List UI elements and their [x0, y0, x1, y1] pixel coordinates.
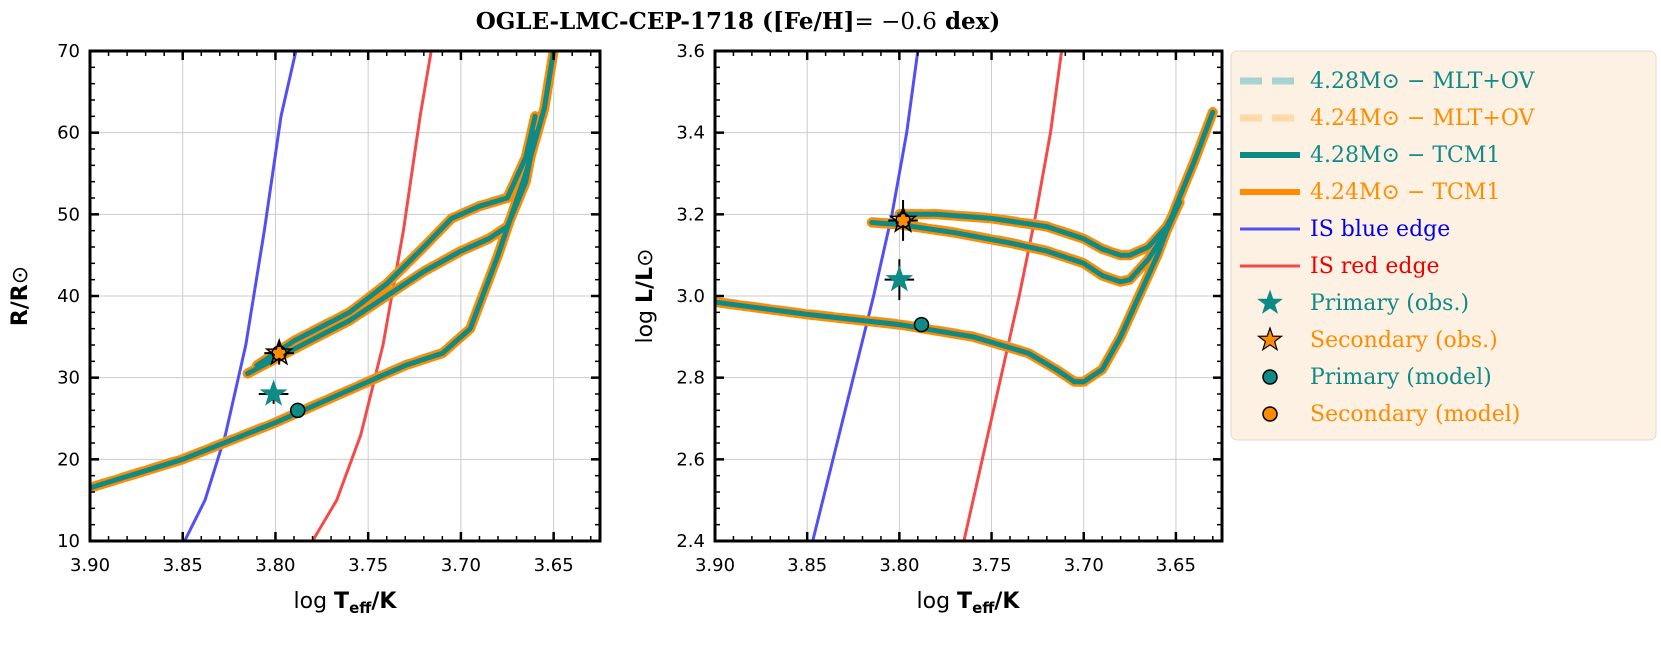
left-x-axis-label: log Teff/K: [294, 589, 398, 617]
legend-label: 4.24M⊙ − TCM1: [1310, 180, 1500, 205]
x-tick-label: 3.90: [70, 555, 110, 576]
radius-panel: 3.90 3.85 3.80 3.75 3.70 3.65 10 20 30 40 50 60 70 R…: [8, 41, 602, 617]
legend-label: 4.28M⊙ − TCM1: [1310, 143, 1500, 168]
evolutionary-track-2: [244, 127, 539, 376]
right-y-axis-label: log L/L⊙: [633, 248, 658, 343]
legend: 4.28M⊙ − MLT+OV 4.24M⊙ − MLT+OV 4.28M⊙ − T…: [1230, 50, 1657, 441]
luminosity-panel: 3.90 3.85 3.80 3.75 3.70 3.65 2.4 2.6 2.8 3.0 3.2 3…: [633, 41, 1224, 617]
right-grid: [714, 50, 1222, 542]
legend-entry: IS red edge: [1240, 254, 1440, 279]
evolutionary-track-1: [90, 51, 557, 491]
primary-obs-star: [885, 265, 914, 292]
right-points: [884, 200, 930, 333]
legend-star-icon: [1257, 289, 1283, 314]
legend-label: Secondary (model): [1310, 402, 1520, 427]
y-tick-label: 3.4: [676, 123, 705, 144]
title-unit: dex): [945, 8, 1000, 35]
legend-entry: 4.24M⊙ − TCM1: [1240, 180, 1500, 205]
right-axes: 3.90 3.85 3.80 3.75 3.70 3.65 2.4 2.6 2.8 3.0 3.2 3…: [676, 41, 1224, 576]
title-name: OGLE-LMC-CEP-1718: [476, 8, 754, 35]
legend-dot-icon: [1262, 369, 1278, 385]
legend-entry: IS blue edge: [1240, 217, 1450, 242]
left-plot-area: [90, 51, 559, 541]
evolutionary-track-2: [869, 199, 1183, 285]
legend-entry: 4.28M⊙ − MLT+OV: [1240, 69, 1535, 94]
x-tick-label: 3.75: [348, 555, 388, 576]
is-red-edge-line: [311, 51, 433, 541]
legend-label: Primary (model): [1310, 365, 1492, 390]
is-red-edge-line: [962, 51, 1064, 541]
evolutionary-track-1: [90, 51, 557, 490]
left-series: [90, 51, 559, 541]
legend-entry: 4.28M⊙ − TCM1: [1240, 143, 1500, 168]
x-tick-label: 3.65: [534, 555, 574, 576]
y-tick-label: 10: [57, 531, 80, 552]
y-tick-label: 50: [57, 204, 80, 225]
evolutionary-track-2: [245, 130, 538, 377]
x-tick-label: 3.70: [1064, 555, 1104, 576]
legend-entry: Secondary (model): [1262, 402, 1520, 427]
x-tick-label: 3.80: [879, 555, 919, 576]
y-tick-label: 3.0: [676, 286, 705, 307]
is-blue-edge-line: [811, 51, 920, 541]
legend-entries: 4.28M⊙ − MLT+OV 4.24M⊙ − MLT+OV 4.28M⊙ − T…: [1240, 69, 1535, 427]
secondary-obs-star: [264, 337, 294, 366]
y-tick-label: 2.8: [676, 368, 705, 389]
evolutionary-track-3: [254, 113, 538, 368]
legend-star-icon: [1256, 326, 1284, 352]
legend-dot-icon: [1262, 406, 1278, 422]
left-axes: 3.90 3.85 3.80 3.75 3.70 3.65 10 20 30 40 50 60 70: [57, 41, 602, 576]
legend-label: IS blue edge: [1310, 217, 1450, 242]
secondary-obs-star: [888, 205, 918, 233]
title-feh: ([Fe/H]: [762, 8, 854, 35]
x-tick-label: 3.90: [695, 555, 735, 576]
legend-entry: 4.24M⊙ − MLT+OV: [1240, 106, 1535, 131]
y-tick-label: 70: [57, 41, 80, 62]
y-tick-label: 30: [57, 368, 80, 389]
x-tick-label: 3.65: [1156, 555, 1196, 576]
evolutionary-track-3: [896, 199, 1183, 258]
evolutionary-track-3: [253, 113, 539, 370]
y-tick-label: 2.6: [676, 449, 705, 470]
primary-model-point: [289, 402, 306, 419]
legend-entry: Primary (model): [1262, 365, 1492, 390]
x-tick-label: 3.85: [163, 555, 203, 576]
legend-entry: Secondary (obs.): [1256, 326, 1498, 353]
y-tick-label: 60: [57, 123, 80, 144]
legend-label: 4.24M⊙ − MLT+OV: [1310, 106, 1535, 131]
figure-title: OGLE-LMC-CEP-1718 ([Fe/H]= −0.6 dex): [476, 8, 1001, 35]
legend-label: 4.28M⊙ − MLT+OV: [1310, 69, 1535, 94]
x-tick-label: 3.70: [441, 555, 481, 576]
evolutionary-track-1: [90, 51, 558, 493]
is-blue-edge-line: [183, 51, 298, 541]
primary-model-point: [913, 316, 930, 333]
x-tick-label: 3.85: [787, 555, 827, 576]
y-tick-label: 3.2: [676, 204, 705, 225]
y-tick-label: 40: [57, 286, 80, 307]
y-tick-label: 20: [57, 449, 80, 470]
x-tick-label: 3.75: [972, 555, 1012, 576]
left-y-axis-label: R/R⊙: [8, 266, 33, 326]
y-tick-label: 2.4: [676, 531, 705, 552]
legend-label: IS red edge: [1310, 254, 1440, 279]
title-value: = −0.6: [855, 9, 937, 35]
evolutionary-track-1: [90, 51, 559, 493]
legend-label: Secondary (obs.): [1310, 328, 1498, 353]
x-tick-label: 3.80: [255, 555, 295, 576]
legend-entry: Primary (obs.): [1257, 289, 1469, 316]
left-points: [258, 337, 306, 419]
legend-label: Primary (obs.): [1310, 291, 1469, 316]
y-tick-label: 3.6: [676, 41, 705, 62]
right-x-axis-label: log Teff/K: [917, 589, 1021, 617]
primary-obs-star: [259, 379, 288, 406]
legend-box: [1230, 50, 1657, 441]
